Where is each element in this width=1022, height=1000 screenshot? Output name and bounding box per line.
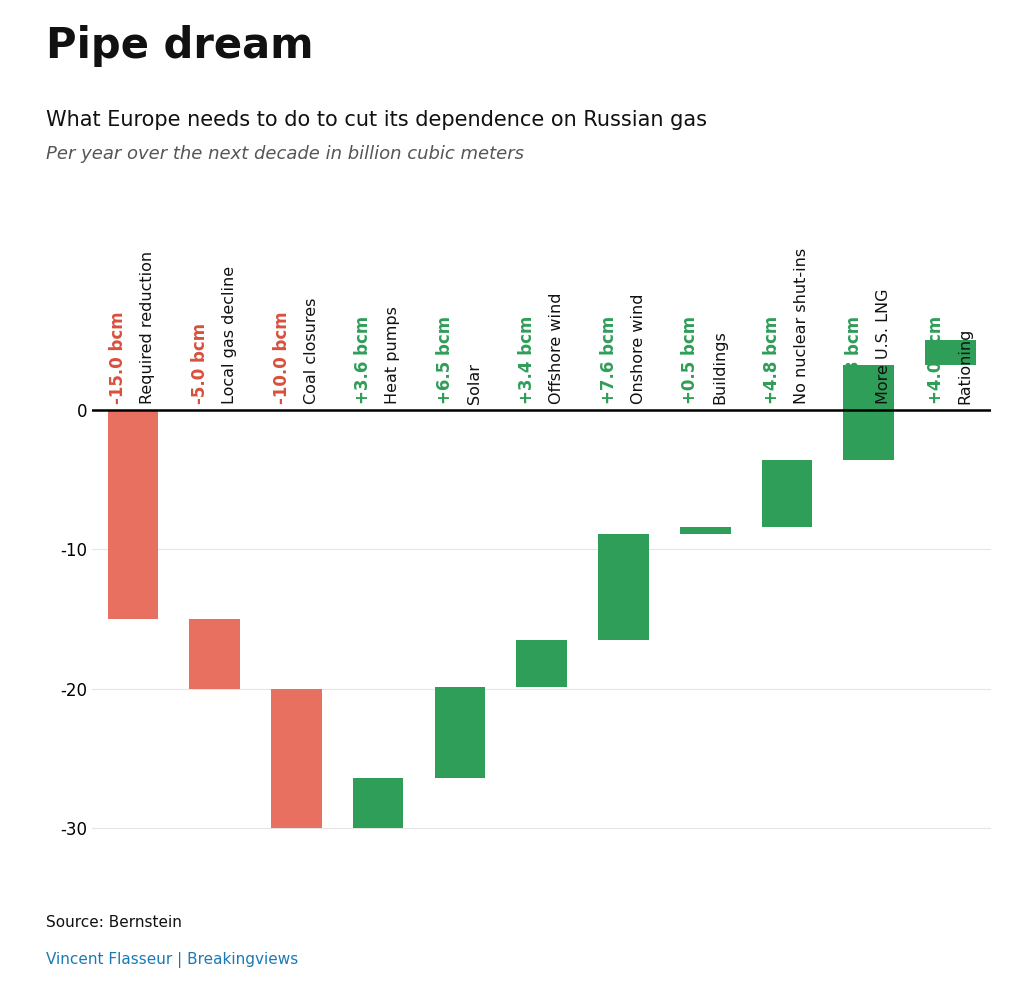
Bar: [598, 534, 649, 640]
Text: +4.0 bcm: +4.0 bcm: [927, 316, 944, 404]
Text: Local gas decline: Local gas decline: [222, 266, 237, 404]
Bar: [434, 687, 485, 778]
Text: More U.S. LNG: More U.S. LNG: [876, 289, 891, 404]
Text: +6.8 bcm: +6.8 bcm: [845, 316, 863, 404]
Text: Buildings: Buildings: [712, 331, 728, 404]
Bar: [516, 640, 567, 687]
Bar: [761, 460, 812, 527]
Text: +0.5 bcm: +0.5 bcm: [682, 316, 699, 404]
Text: No nuclear shut-ins: No nuclear shut-ins: [794, 248, 809, 404]
Text: Per year over the next decade in billion cubic meters: Per year over the next decade in billion…: [46, 145, 524, 163]
Text: Onshore wind: Onshore wind: [631, 294, 646, 404]
Text: Rationing: Rationing: [958, 328, 973, 404]
Text: -5.0 bcm: -5.0 bcm: [191, 323, 208, 404]
Text: +3.6 bcm: +3.6 bcm: [355, 316, 372, 404]
Bar: [189, 619, 240, 689]
Text: Pipe dream: Pipe dream: [46, 25, 314, 67]
Bar: [925, 309, 976, 365]
Bar: [843, 365, 894, 460]
Bar: [353, 778, 404, 828]
Text: Source: Bernstein: Source: Bernstein: [46, 915, 182, 930]
Text: -15.0 bcm: -15.0 bcm: [109, 312, 127, 404]
Text: What Europe needs to do to cut its dependence on Russian gas: What Europe needs to do to cut its depen…: [46, 110, 707, 130]
Text: +7.6 bcm: +7.6 bcm: [600, 316, 617, 404]
Bar: [271, 689, 322, 828]
Text: Required reduction: Required reduction: [140, 251, 155, 404]
Text: -10.0 bcm: -10.0 bcm: [273, 312, 290, 404]
Text: Coal closures: Coal closures: [304, 298, 319, 404]
Text: Solar: Solar: [467, 363, 482, 404]
Text: Vincent Flasseur | Breakingviews: Vincent Flasseur | Breakingviews: [46, 952, 298, 968]
Text: +4.8 bcm: +4.8 bcm: [763, 316, 781, 404]
Text: Heat pumps: Heat pumps: [385, 307, 401, 404]
Bar: [107, 410, 158, 619]
Text: +3.4 bcm: +3.4 bcm: [518, 316, 536, 404]
Text: Offshore wind: Offshore wind: [549, 293, 564, 404]
Bar: [680, 527, 731, 534]
Text: +6.5 bcm: +6.5 bcm: [436, 316, 454, 404]
